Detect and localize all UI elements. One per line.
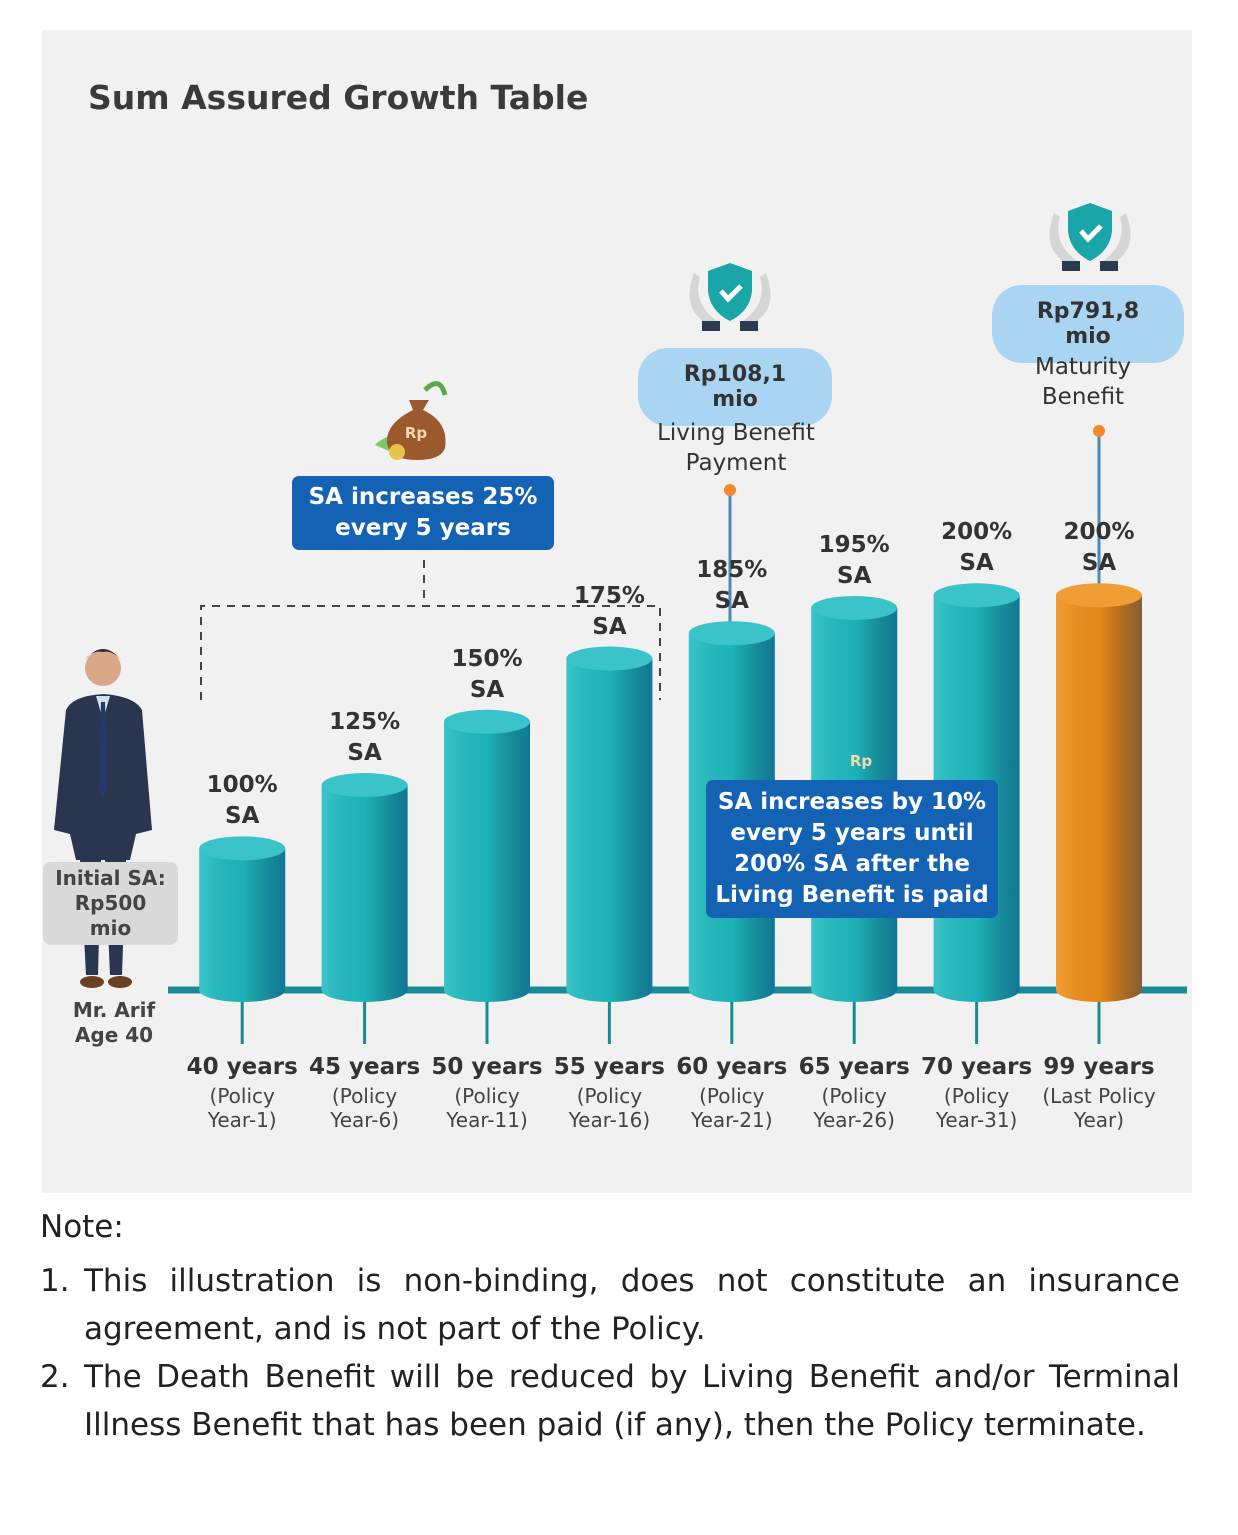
value-label: 125% SA bbox=[329, 709, 401, 767]
value-label: 100% SA bbox=[206, 772, 278, 830]
x-tick-label: 55 years bbox=[553, 1054, 665, 1080]
x-tick-label: 65 years bbox=[798, 1054, 910, 1080]
bar-top bbox=[444, 709, 530, 734]
callout: SA increases by 10% every 5 years until … bbox=[706, 780, 998, 918]
person-name: Mr. Arif Age 40 bbox=[72, 998, 156, 1047]
benefit-amount: Rp108,1 mio bbox=[638, 348, 832, 426]
notes: Note: 1. This illustration is non-binding… bbox=[40, 1203, 1180, 1449]
bar-shade bbox=[321, 785, 408, 1002]
benefit-label: Maturity Benefit bbox=[1034, 354, 1131, 410]
bar-top-highlight bbox=[811, 595, 898, 620]
value-label: 175% SA bbox=[573, 582, 645, 640]
bar-top-highlight bbox=[566, 646, 653, 671]
bar-top-highlight bbox=[688, 621, 775, 646]
bar-shade bbox=[444, 721, 530, 1002]
x-tick-note: (Policy Year-1) bbox=[207, 1084, 277, 1132]
shield-icon bbox=[689, 263, 771, 331]
x-tick-note: (Policy Year-26) bbox=[813, 1084, 895, 1132]
benefit-label: Living Benefit Payment bbox=[657, 420, 815, 476]
x-tick-label: 60 years bbox=[676, 1054, 788, 1080]
value-label: 195% SA bbox=[818, 531, 890, 589]
value-label: 200% SA bbox=[941, 519, 1013, 577]
bar-top-highlight bbox=[1056, 583, 1142, 608]
bar-top bbox=[1056, 583, 1142, 608]
bag-label: Rp bbox=[404, 424, 428, 442]
note-item: 1. This illustration is non-binding, does… bbox=[40, 1257, 1180, 1353]
value-label: 185% SA bbox=[696, 557, 768, 615]
bar-shade bbox=[566, 658, 653, 1002]
initial-sa: Initial SA: Rp500 mio bbox=[43, 862, 178, 945]
note-text: The Death Benefit will be reduced by Liv… bbox=[84, 1359, 1180, 1443]
leader-dot bbox=[1093, 425, 1105, 437]
x-tick-note: (Policy Year-16) bbox=[568, 1084, 651, 1132]
bar-top bbox=[566, 646, 653, 671]
callout: SA increases 25% every 5 years bbox=[292, 476, 554, 550]
chart-title: Sum Assured Growth Table bbox=[88, 78, 589, 117]
bar bbox=[321, 773, 408, 1002]
bar-shade bbox=[199, 848, 286, 1002]
bracket bbox=[200, 560, 661, 700]
bag-label: Rp bbox=[849, 752, 873, 770]
x-tick-note: (Policy Year-21) bbox=[691, 1084, 773, 1132]
note-number: 2. bbox=[40, 1359, 70, 1395]
bar bbox=[199, 836, 286, 1002]
x-tick-note: (Policy Year-31) bbox=[935, 1084, 1018, 1132]
note-text: This illustration is non-binding, does n… bbox=[84, 1263, 1180, 1347]
bar bbox=[1056, 583, 1142, 1002]
x-tick-label: 70 years bbox=[921, 1054, 1033, 1080]
bar-top bbox=[199, 836, 286, 861]
bar-top bbox=[321, 773, 408, 798]
x-tick-label: 99 years bbox=[1043, 1054, 1155, 1080]
bar-shade bbox=[1056, 595, 1142, 1002]
x-tick-note: (Policy Year-11) bbox=[446, 1084, 528, 1132]
leader-dot bbox=[724, 484, 736, 496]
x-tick-label: 45 years bbox=[309, 1054, 421, 1080]
x-tick-label: 50 years bbox=[431, 1054, 543, 1080]
bar bbox=[566, 646, 653, 1002]
bar-top bbox=[933, 583, 1020, 608]
x-tick-note: (Last Policy Year) bbox=[1042, 1084, 1156, 1132]
note-item: 2. The Death Benefit will be reduced by L… bbox=[40, 1353, 1180, 1449]
value-label: 200% SA bbox=[1063, 519, 1135, 577]
bar-top-highlight bbox=[199, 836, 286, 861]
bar-top-highlight bbox=[321, 773, 408, 798]
value-label: 150% SA bbox=[451, 645, 523, 703]
bar-top bbox=[811, 595, 898, 620]
bar-top bbox=[688, 621, 775, 646]
bar bbox=[444, 709, 530, 1002]
bar-top-highlight bbox=[933, 583, 1020, 608]
shield-icon bbox=[1049, 203, 1131, 271]
benefit-amount: Rp791,8 mio bbox=[992, 285, 1184, 363]
notes-heading: Note: bbox=[40, 1209, 124, 1245]
note-number: 1. bbox=[40, 1263, 70, 1299]
money-bag bbox=[375, 381, 448, 460]
bar-top-highlight bbox=[444, 709, 530, 734]
x-tick-note: (Policy Year-6) bbox=[330, 1084, 399, 1132]
x-tick-label: 40 years bbox=[186, 1054, 298, 1080]
